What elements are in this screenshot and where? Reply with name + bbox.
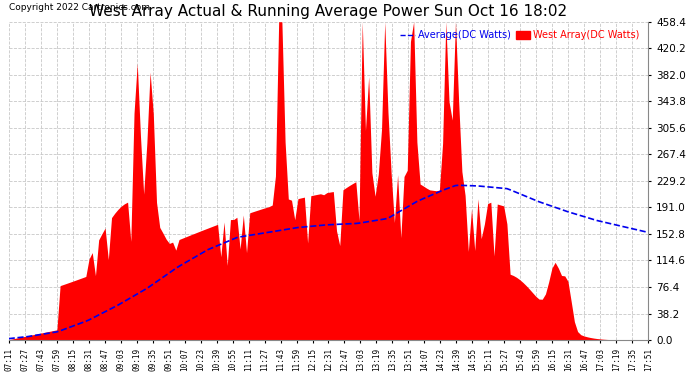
Text: Copyright 2022 Cartronics.com: Copyright 2022 Cartronics.com [9,3,150,12]
Title: West Array Actual & Running Average Power Sun Oct 16 18:02: West Array Actual & Running Average Powe… [90,4,568,19]
Legend: Average(DC Watts), West Array(DC Watts): Average(DC Watts), West Array(DC Watts) [397,27,644,44]
